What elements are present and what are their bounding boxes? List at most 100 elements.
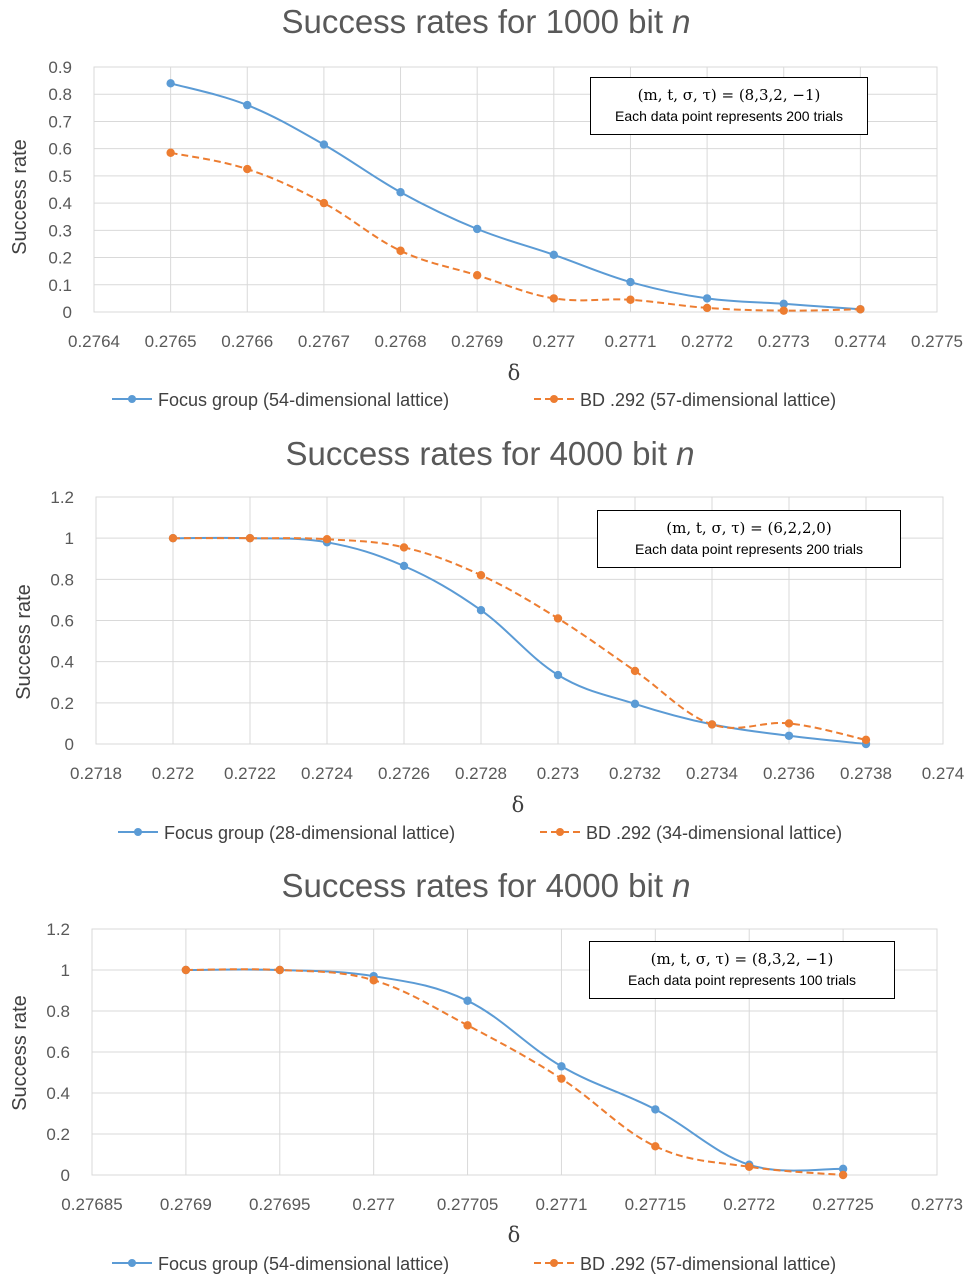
x-tick-label: 0.2724 <box>301 764 353 783</box>
data-point <box>557 1074 566 1083</box>
x-tick-label: 0.27725 <box>812 1195 873 1214</box>
y-tick-label: 0.2 <box>48 249 72 268</box>
data-point <box>168 533 178 543</box>
data-point <box>553 670 563 680</box>
y-tick-label: 0.6 <box>50 612 74 631</box>
y-tick-label: 0.3 <box>48 221 72 240</box>
legend-label: Focus group (54-dimensional lattice) <box>158 1254 449 1274</box>
x-tick-label: 0.274 <box>922 764 965 783</box>
x-axis-label: δ <box>512 793 525 817</box>
y-tick-label: 0.6 <box>48 140 72 159</box>
legend-label: BD .292 (34-dimensional lattice) <box>586 823 842 843</box>
data-point <box>166 79 175 88</box>
x-tick-label: 0.2734 <box>686 764 738 783</box>
chart-4000-bit-a: Success rates for 4000 bit n 0.2718 0.272… <box>0 432 972 864</box>
legend-label: Focus group (54-dimensional lattice) <box>158 390 449 410</box>
x-tick-label: 0.2769 <box>451 332 503 351</box>
data-point <box>463 996 472 1005</box>
legend-label: Focus group (28-dimensional lattice) <box>164 823 455 843</box>
x-tick-label: 0.27705 <box>437 1195 498 1214</box>
legend-entry-focus-group: Focus group (28-dimensional lattice) <box>118 823 455 843</box>
legend-label: BD .292 (57-dimensional lattice) <box>580 1254 836 1274</box>
x-tick-label: 0.2775 <box>911 332 963 351</box>
y-tick-label: 1.2 <box>50 488 74 507</box>
data-point <box>784 731 794 740</box>
y-tick-label: 0 <box>63 303 72 322</box>
x-tick-label: 0.2767 <box>298 332 350 351</box>
data-point <box>181 965 191 975</box>
annotation-note: Each data point represents 200 trials <box>634 541 864 557</box>
x-axis-label: δ <box>508 361 521 385</box>
y-tick-label: 0 <box>65 735 74 754</box>
data-point <box>702 294 712 303</box>
y-tick-label: 0.8 <box>48 85 72 104</box>
y-tick-label: 0.8 <box>50 570 74 589</box>
y-axis-label: Success rate <box>9 995 31 1111</box>
y-tick-label: 0 <box>61 1166 70 1185</box>
legend-entry-bd: BD .292 (57-dimensional lattice) <box>534 390 836 410</box>
y-tick-label: 1 <box>65 529 74 548</box>
data-point <box>476 571 486 580</box>
x-tick-label: 0.2718 <box>70 764 122 783</box>
chart-svg: Success rates for 4000 bit n 0.2718 0.272… <box>13 435 965 843</box>
data-point <box>745 1162 754 1171</box>
x-tick-label: 0.2764 <box>68 332 120 351</box>
data-point <box>784 719 794 728</box>
chart-4000-bit-b: Success rates for 4000 bit n 0.27685 0.27… <box>0 864 972 1278</box>
data-point <box>630 699 640 709</box>
plot-area <box>95 496 944 745</box>
data-point <box>399 561 409 571</box>
x-tick-label: 0.2732 <box>609 764 661 783</box>
y-tick-label: 0.7 <box>48 112 72 131</box>
data-point <box>651 1105 660 1114</box>
plot-area <box>91 928 938 1176</box>
x-tick-label: 0.2773 <box>758 332 810 351</box>
data-point <box>275 965 284 975</box>
chart-1000-bit: Success rates for 1000 bit n 0.2764 0.276… <box>0 0 972 430</box>
x-tick-label: 0.27715 <box>625 1195 686 1214</box>
annotation-note: Each data point represents 100 trials <box>627 972 857 988</box>
y-tick-label: 0.4 <box>50 653 74 672</box>
legend: Focus group (28-dimensional lattice) BD … <box>118 823 842 843</box>
y-tick-label: 0.6 <box>46 1043 70 1062</box>
legend-entry-focus-group: Focus group (54-dimensional lattice) <box>112 390 449 410</box>
x-tick-label: 0.2771 <box>535 1195 587 1214</box>
x-tick-label: 0.2738 <box>840 764 892 783</box>
data-point <box>243 100 252 110</box>
data-point <box>779 299 788 309</box>
series-line-focus-group <box>172 536 867 745</box>
x-tick-label: 0.272 <box>152 764 195 783</box>
legend-label: BD .292 (57-dimensional lattice) <box>580 390 836 410</box>
y-tick-label: 0.2 <box>46 1125 70 1144</box>
y-tick-label: 0.4 <box>48 194 72 213</box>
data-point <box>472 271 482 280</box>
annotation-params: (m, t, σ, τ) = (8,3,2, −1) <box>650 950 834 968</box>
y-tick-label: 1.2 <box>46 920 70 939</box>
x-tick-label: 0.277 <box>533 332 576 351</box>
x-axis-label: δ <box>508 1223 521 1247</box>
annotation-note: Each data point represents 200 trials <box>614 108 844 124</box>
y-tick-label: 0.9 <box>48 58 72 77</box>
legend-entry-focus-group: Focus group (54-dimensional lattice) <box>112 1254 449 1274</box>
legend-marker <box>550 1259 558 1267</box>
y-tick-label: 0.1 <box>48 276 72 295</box>
data-point <box>396 188 405 197</box>
chart-title: Success rates for 4000 bit n <box>281 867 690 904</box>
annotation-params: (m, t, σ, τ) = (6,2,2,0) <box>666 519 832 537</box>
series-line-bd <box>172 537 867 741</box>
legend-marker <box>134 828 142 836</box>
legend-marker <box>556 828 564 836</box>
chart-title: Success rates for 1000 bit n <box>281 3 690 40</box>
annotation-box: (m, t, σ, τ) = (6,2,2,0) Each data point… <box>597 510 901 568</box>
x-tick-label: 0.2769 <box>160 1195 212 1214</box>
series-line-bd <box>170 151 861 312</box>
series-line-bd <box>185 968 844 1176</box>
x-tick-label: 0.2773 <box>911 1195 963 1214</box>
legend-entry-bd: BD .292 (34-dimensional lattice) <box>540 823 842 843</box>
legend-entry-bd: BD .292 (57-dimensional lattice) <box>534 1254 836 1274</box>
x-tick-label: 0.2772 <box>723 1195 775 1214</box>
series-line-focus-group <box>170 82 861 311</box>
data-point <box>630 666 640 676</box>
legend-marker <box>128 1259 136 1267</box>
legend-marker <box>550 395 558 403</box>
